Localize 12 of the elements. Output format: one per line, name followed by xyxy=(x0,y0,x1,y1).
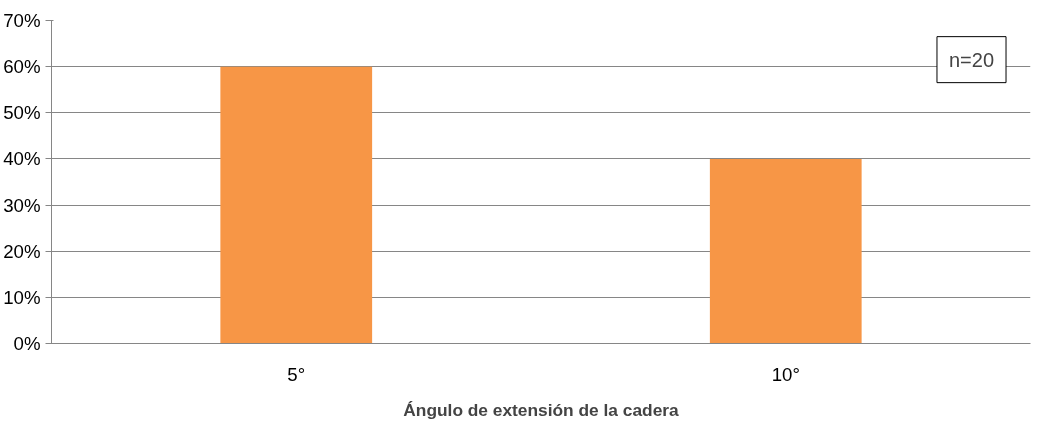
y-tick-label: 20% xyxy=(3,240,41,262)
y-tick-label: 70% xyxy=(3,10,41,31)
y-tick-label: 60% xyxy=(3,56,41,78)
y-tick-label: 50% xyxy=(3,102,41,124)
y-tick-label: 40% xyxy=(3,148,41,170)
y-tick-label: 0% xyxy=(13,333,41,354)
annotation: n=20 xyxy=(948,48,995,71)
x-axis-title: Ángulo de extensión de la cadera xyxy=(403,399,680,420)
y-tick-label: 30% xyxy=(3,194,41,216)
x-tick-label: 10° xyxy=(771,363,800,385)
y-tick-label: 10% xyxy=(3,286,41,308)
x-tick-label: 5° xyxy=(287,363,306,385)
